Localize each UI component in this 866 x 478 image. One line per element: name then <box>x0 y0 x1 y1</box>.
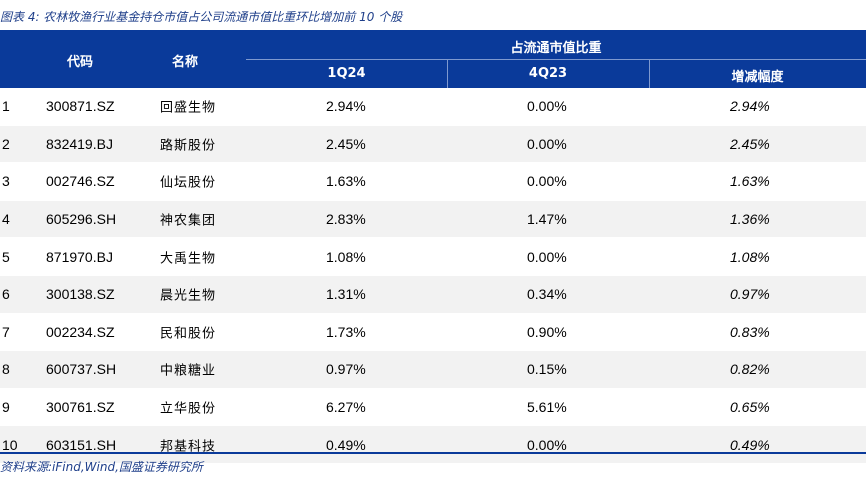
holdings-table: 代码 名称 占流通市值比重 1Q24 4Q23 增减幅度 1 300871.SZ 回… <box>0 30 866 464</box>
row-index: 3 <box>2 173 10 190</box>
value-4q23: 1.47% <box>527 211 567 228</box>
table-row: 5 871970.BJ 大禹生物 1.08% 0.00% 1.08% <box>0 238 866 276</box>
row-index: 8 <box>2 361 10 378</box>
stock-code: 300761.SZ <box>46 399 115 416</box>
value-4q23: 0.00% <box>527 248 567 265</box>
header-1q24: 1Q24 <box>327 66 366 81</box>
stock-code: 605296.SH <box>46 211 117 228</box>
stock-name: 路斯股份 <box>160 138 217 154</box>
value-change: 1.63% <box>730 173 770 190</box>
table-row: 3 002746.SZ 仙坛股份 1.63% 0.00% 1.63% <box>0 163 866 201</box>
header-col-divider <box>649 59 650 88</box>
stock-code: 002746.SZ <box>46 173 115 190</box>
header-group: 占流通市值比重 <box>510 41 602 56</box>
value-4q23: 5.61% <box>527 399 567 416</box>
stock-code: 600737.SH <box>46 361 117 378</box>
bottom-rule <box>0 452 866 454</box>
stock-code: 300871.SZ <box>46 98 115 115</box>
value-4q23: 0.00% <box>527 436 567 453</box>
stock-code: 603151.SH <box>46 436 117 453</box>
value-1q24: 2.83% <box>326 211 366 228</box>
value-change: 0.97% <box>730 286 770 303</box>
stock-name: 仙坛股份 <box>160 175 217 191</box>
value-1q24: 1.31% <box>326 286 366 303</box>
table-title: 图表 4: 农林牧渔行业基金持仓市值占公司流通市值比重环比增加前 10 个股 <box>0 10 403 24</box>
value-4q23: 0.34% <box>527 286 567 303</box>
table-row: 8 600737.SH 中粮糖业 0.97% 0.15% 0.82% <box>0 351 866 389</box>
value-4q23: 0.00% <box>527 98 567 115</box>
value-change: 0.82% <box>730 361 770 378</box>
value-1q24: 6.27% <box>326 399 366 416</box>
stock-name: 回盛生物 <box>160 100 217 116</box>
value-4q23: 0.90% <box>527 323 567 340</box>
value-1q24: 0.97% <box>326 361 366 378</box>
header-col-divider <box>447 59 448 88</box>
header-divider <box>246 59 866 60</box>
stock-name: 大禹生物 <box>160 251 217 267</box>
value-change: 2.45% <box>730 135 770 152</box>
table-row: 7 002234.SZ 民和股份 1.73% 0.90% 0.83% <box>0 314 866 352</box>
header-change: 增减幅度 <box>731 70 784 85</box>
value-change: 1.36% <box>730 211 770 228</box>
value-4q23: 0.00% <box>527 173 567 190</box>
stock-name: 邦基科技 <box>160 439 217 455</box>
value-change: 1.08% <box>730 248 770 265</box>
value-1q24: 0.49% <box>326 436 366 453</box>
stock-name: 民和股份 <box>160 326 217 342</box>
value-change: 0.65% <box>730 399 770 416</box>
value-change: 2.94% <box>730 98 770 115</box>
value-1q24: 2.94% <box>326 98 366 115</box>
value-change: 0.49% <box>730 436 770 453</box>
value-4q23: 0.15% <box>527 361 567 378</box>
row-index: 10 <box>2 436 18 453</box>
stock-name: 立华股份 <box>160 401 217 417</box>
value-change: 0.83% <box>730 323 770 340</box>
value-1q24: 1.08% <box>326 248 366 265</box>
value-1q24: 1.73% <box>326 323 366 340</box>
header-4q23: 4Q23 <box>528 66 568 81</box>
stock-code: 871970.BJ <box>46 248 113 265</box>
value-1q24: 2.45% <box>326 135 366 152</box>
table-header: 代码 名称 占流通市值比重 1Q24 4Q23 增减幅度 <box>0 30 866 88</box>
row-index: 4 <box>2 211 10 228</box>
row-index: 2 <box>2 135 10 152</box>
value-1q24: 1.63% <box>326 173 366 190</box>
row-index: 5 <box>2 248 10 265</box>
stock-name: 神农集团 <box>160 213 217 229</box>
table-body: 1 300871.SZ 回盛生物 2.94% 0.00% 2.94% 2 832419.BJ 路… <box>0 88 866 464</box>
stock-code: 832419.BJ <box>46 135 113 152</box>
stock-code: 002234.SZ <box>46 323 115 340</box>
row-index: 9 <box>2 399 10 416</box>
value-4q23: 0.00% <box>527 135 567 152</box>
table-row: 6 300138.SZ 晨光生物 1.31% 0.34% 0.97% <box>0 275 866 314</box>
table-row: 10 603151.SH 邦基科技 0.49% 0.00% 0.49% <box>0 426 866 464</box>
stock-name: 晨光生物 <box>160 288 217 304</box>
source-note: 资料来源:iFind,Wind,国盛证券研究所 <box>0 460 203 474</box>
header-code: 代码 <box>66 55 93 70</box>
row-index: 7 <box>2 323 10 340</box>
row-index: 6 <box>2 286 10 303</box>
table-row: 9 300761.SZ 立华股份 6.27% 5.61% 0.65% <box>0 389 866 427</box>
stock-name: 中粮糖业 <box>160 363 217 379</box>
table-row: 1 300871.SZ 回盛生物 2.94% 0.00% 2.94% <box>0 88 866 126</box>
table-row: 4 605296.SH 神农集团 2.83% 1.47% 1.36% <box>0 200 866 239</box>
stock-code: 300138.SZ <box>46 286 115 303</box>
table-row: 2 832419.BJ 路斯股份 2.45% 0.00% 2.45% <box>0 125 866 164</box>
row-index: 1 <box>2 98 10 115</box>
header-name: 名称 <box>171 55 198 70</box>
